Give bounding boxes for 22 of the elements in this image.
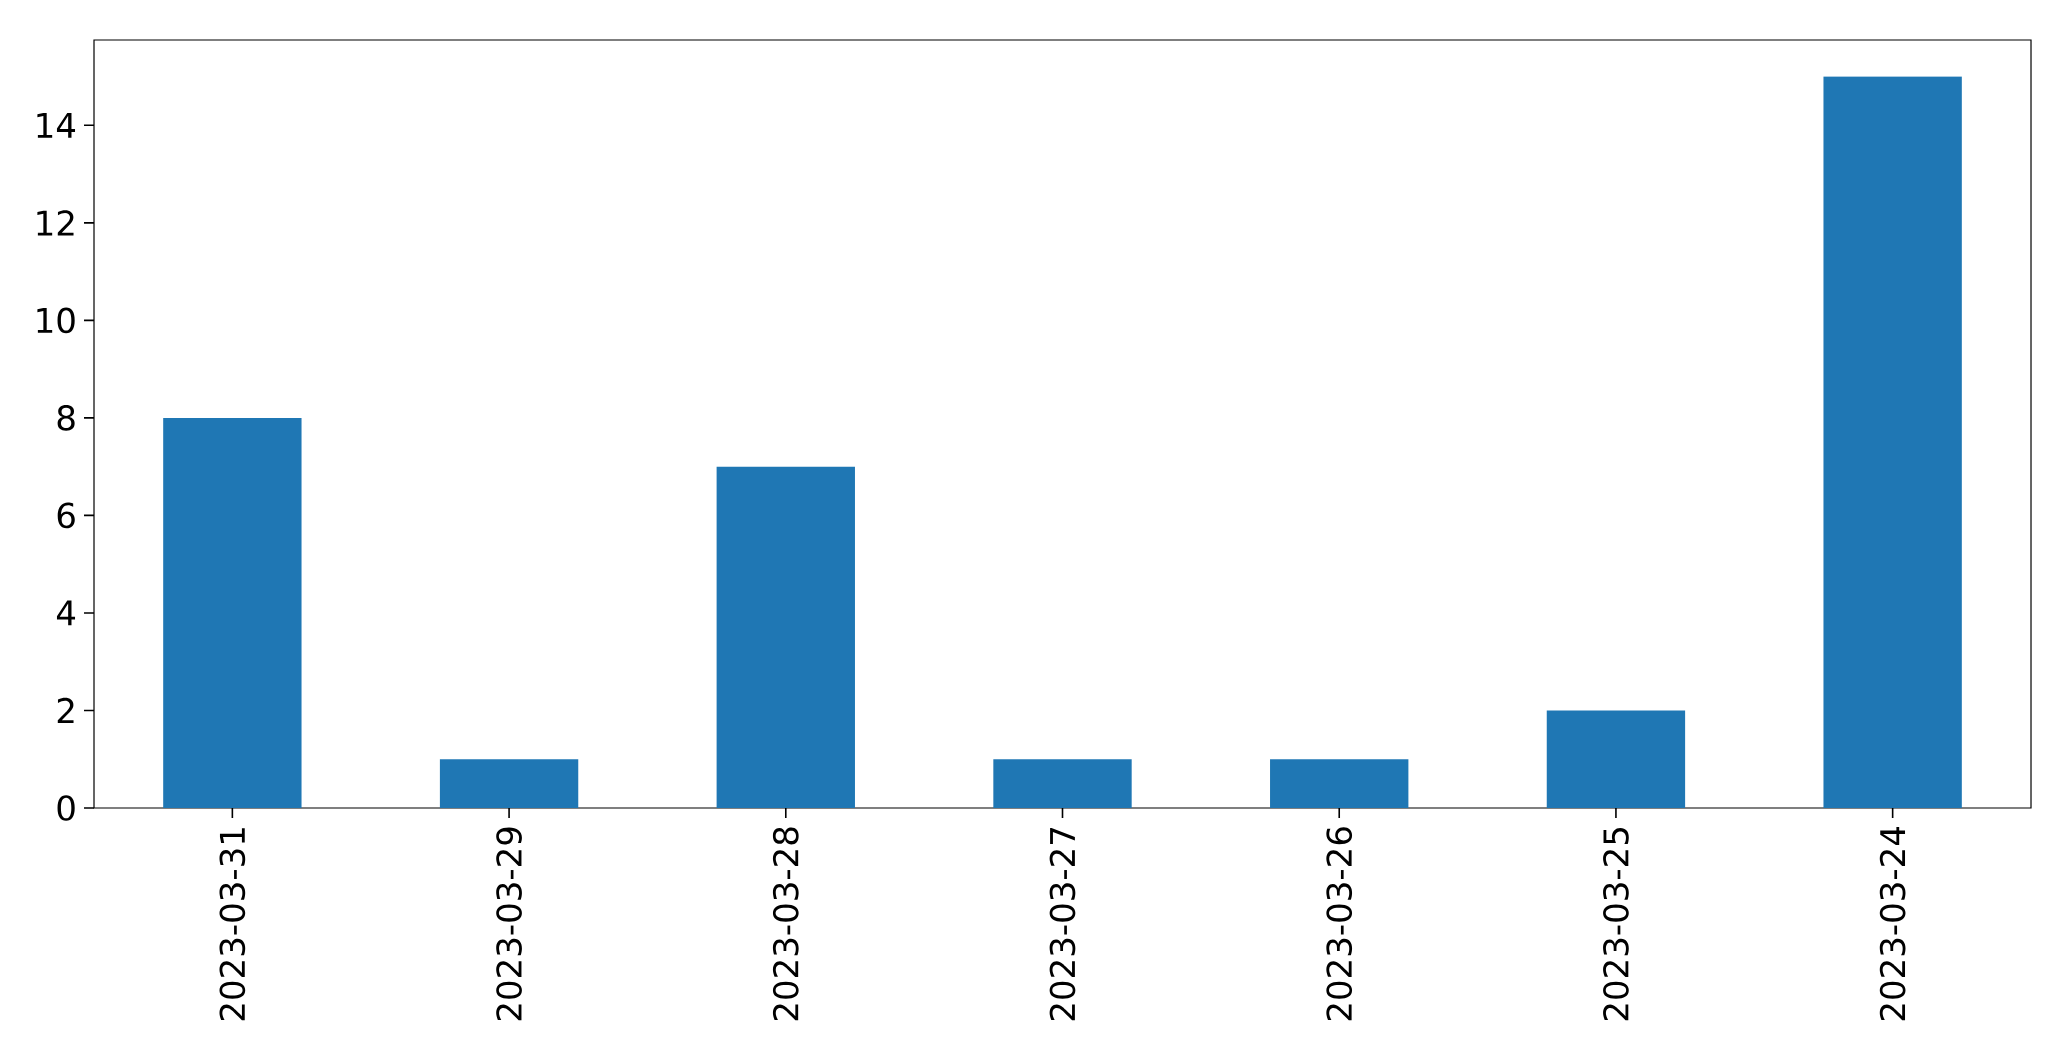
bar bbox=[716, 466, 855, 808]
bar bbox=[1823, 76, 1962, 808]
bar bbox=[163, 417, 302, 808]
y-tick-label: 8 bbox=[57, 405, 75, 431]
y-tick-label: 6 bbox=[57, 502, 75, 529]
x-tick-label: 2023-03-28 bbox=[772, 827, 799, 1021]
bar bbox=[1546, 710, 1686, 808]
x-tick-label: 2023-03-25 bbox=[1603, 828, 1629, 1021]
bar bbox=[993, 759, 1132, 808]
x-tick-label: 2023-03-26 bbox=[1326, 827, 1353, 1021]
y-tick-label: 14 bbox=[37, 112, 76, 138]
y-tick-label: 12 bbox=[37, 210, 74, 236]
x-tick-label: 2023-03-27 bbox=[1049, 828, 1076, 1021]
y-tick-label: 4 bbox=[56, 600, 76, 626]
bar bbox=[439, 759, 579, 808]
x-tick-label: 2023-03-31 bbox=[219, 828, 246, 1021]
x-tick-label: 2023-03-29 bbox=[496, 827, 522, 1021]
y-tick-label: 2 bbox=[57, 697, 74, 724]
y-tick-label: 0 bbox=[57, 795, 75, 821]
x-tick-label: 2023-03-24 bbox=[1879, 827, 1906, 1021]
y-tick-label: 10 bbox=[37, 307, 75, 334]
bar bbox=[1270, 759, 1409, 808]
